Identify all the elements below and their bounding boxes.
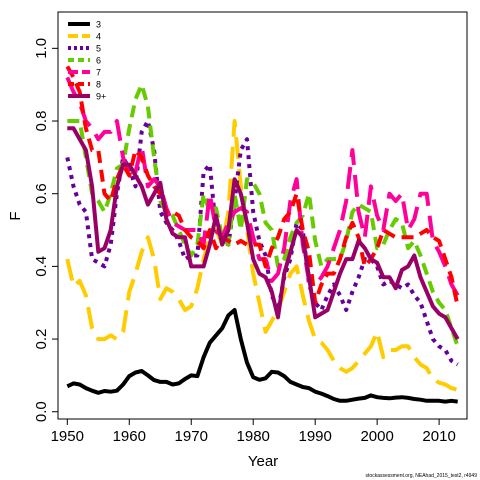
y-tick-label: 1.0	[33, 38, 50, 59]
legend-label: 9+	[96, 92, 106, 102]
series-line-age-8	[65, 65, 460, 307]
series-line-age-3	[66, 308, 458, 404]
x-tick-label: 1990	[298, 428, 331, 445]
legend-label: 5	[96, 44, 101, 54]
legend-label: 3	[96, 20, 101, 30]
x-tick-label: 1960	[113, 428, 146, 445]
series-line-age-5	[65, 119, 459, 367]
y-tick-label: 0.0	[33, 401, 50, 422]
legend-label: 4	[96, 32, 101, 42]
legend-label: 6	[96, 56, 101, 66]
y-tick-label: 0.4	[33, 256, 50, 277]
series-lines	[65, 65, 460, 404]
y-axis-label: F	[7, 211, 24, 220]
y-tick-label: 0.2	[33, 329, 50, 350]
x-axis-label: Year	[248, 453, 278, 470]
x-tick-label: 2000	[360, 428, 393, 445]
series-line-age-9plus	[67, 126, 460, 341]
y-axis: 0.0 0.2 0.4 0.6 0.8 1.0	[33, 38, 59, 422]
series-line-age-6	[67, 82, 460, 347]
source-footnote: stockassessment.org, NEAhad_2015_test2, …	[366, 473, 478, 479]
legend: 3 4 5 6 7 8 9+	[68, 20, 106, 102]
legend-label: 8	[96, 80, 101, 90]
x-tick-label: 1980	[237, 428, 270, 445]
x-tick-label: 2010	[422, 428, 455, 445]
y-tick-label: 0.8	[33, 111, 50, 132]
legend-label: 7	[96, 68, 101, 78]
series-line-age-4	[65, 119, 459, 392]
x-axis: 1950 1960 1970 1980 1990 2000 2010	[51, 418, 456, 445]
x-tick-label: 1950	[51, 428, 84, 445]
x-tick-label: 1970	[175, 428, 208, 445]
y-tick-label: 0.6	[33, 183, 50, 204]
